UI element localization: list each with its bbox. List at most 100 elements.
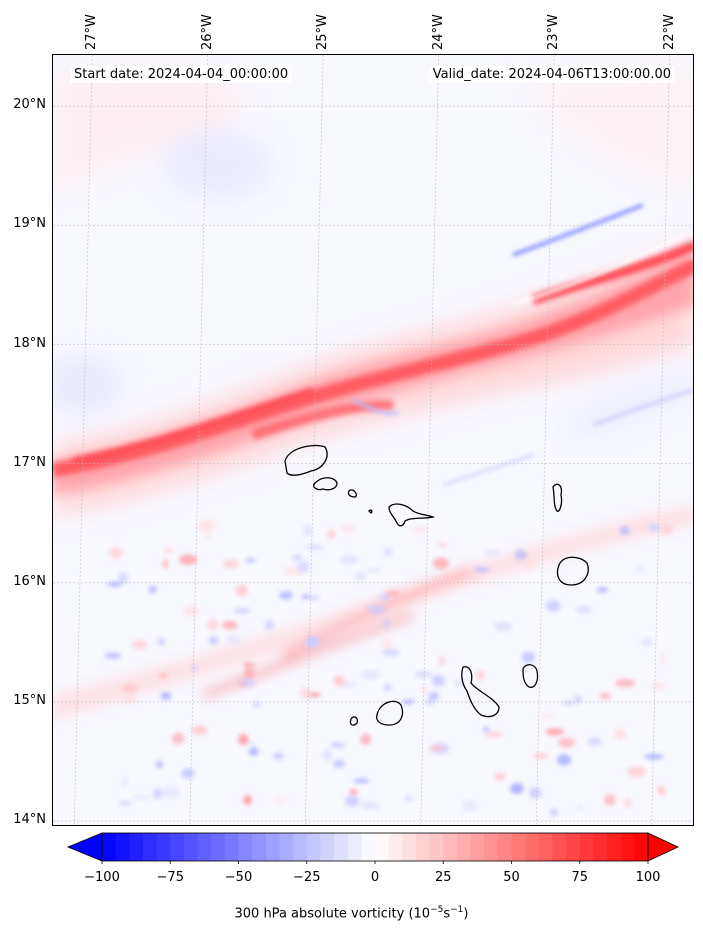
- vorticity-speck: [206, 619, 219, 631]
- start-date-label: Start date: 2024-04-04_00:00:00: [70, 66, 293, 83]
- vorticity-speck: [438, 655, 446, 667]
- vorticity-speck: [233, 608, 251, 614]
- vorticity-speck: [510, 783, 524, 794]
- vorticity-speck: [296, 561, 311, 573]
- colorbar-cell: [429, 833, 444, 861]
- colorbar-ticks: [101, 861, 649, 864]
- vorticity-speck: [167, 666, 179, 672]
- vorticity-speck: [208, 636, 219, 645]
- island-santa-luzia: [347, 489, 357, 498]
- latitude-label: 16°N: [13, 573, 46, 589]
- vorticity-speck: [118, 571, 129, 584]
- colorbar-max-extend: [647, 832, 679, 862]
- vorticity-speck: [123, 695, 136, 703]
- colorbar-cell: [552, 833, 567, 861]
- vorticity-speck: [414, 671, 432, 678]
- colorbar-cell: [224, 833, 239, 861]
- vorticity-speck: [301, 594, 311, 600]
- vorticity-speck: [614, 728, 627, 740]
- vorticity-speck: [428, 745, 444, 752]
- colorbar-cell: [102, 833, 117, 861]
- colorbar-cell: [115, 833, 130, 861]
- island-sao-vicente: [313, 477, 338, 491]
- colorbar-label-mid: s: [443, 906, 451, 922]
- gridlines: [53, 55, 693, 825]
- vorticity-speck: [197, 519, 216, 532]
- vorticity-speck: [121, 683, 138, 694]
- vorticity-speck: [157, 638, 166, 646]
- colorbar-cell: [634, 833, 649, 861]
- vorticity-speck: [659, 653, 666, 665]
- vorticity-speck: [181, 768, 195, 779]
- vorticity-speck: [222, 620, 238, 630]
- vorticity-speck: [603, 794, 616, 806]
- colorbar-cell: [252, 833, 267, 861]
- island-brava: [349, 716, 359, 726]
- vorticity-speck: [575, 694, 582, 704]
- colorbar-cell: [142, 833, 158, 861]
- vorticity-speck: [550, 808, 558, 817]
- longitude-label: 26°W: [199, 14, 215, 50]
- colorbar-cell: [456, 833, 472, 861]
- vorticity-speck: [300, 687, 312, 699]
- longitude-label: 23°W: [546, 14, 562, 50]
- blue-patch-north: [53, 130, 693, 439]
- vorticity-speck: [366, 567, 381, 573]
- vorticity-speck: [624, 797, 632, 808]
- vorticity-speck: [252, 702, 261, 707]
- colorbar-cell: [579, 833, 594, 861]
- vorticity-speck: [382, 618, 391, 629]
- vorticity-speck: [171, 732, 185, 745]
- vorticity-speck: [650, 682, 666, 690]
- vorticity-speck: [575, 605, 592, 614]
- vorticity-speck: [305, 636, 321, 648]
- vorticity-speck: [291, 555, 303, 561]
- vorticity-speck: [366, 604, 386, 615]
- colorbar-cell: [293, 833, 308, 861]
- meridian-line: [304, 55, 324, 825]
- colorbar-tick-label: −75: [156, 870, 184, 885]
- colorbar-label-exp: −5: [430, 905, 444, 915]
- vorticity-speck: [361, 670, 380, 680]
- vorticity-speck: [248, 747, 259, 757]
- colorbar-cell: [375, 833, 390, 861]
- vorticity-speck: [354, 571, 367, 582]
- longitude-label: 27°W: [84, 14, 100, 50]
- colorbar-label-text: 300 hPa absolute vorticity (10: [234, 906, 431, 922]
- vorticity-speck: [244, 668, 254, 680]
- vorticity-speck: [432, 557, 449, 570]
- vorticity-speck: [148, 585, 157, 594]
- vorticity-speck: [385, 548, 392, 556]
- colorbar-cell: [170, 833, 185, 861]
- vorticity-speck: [225, 634, 242, 645]
- colorbar-cell: [183, 833, 199, 861]
- colorbar-cell: [388, 833, 403, 861]
- island-fogo: [375, 700, 404, 726]
- colorbar-cell: [306, 833, 321, 861]
- colorbar-tick-label: 50: [503, 870, 520, 885]
- vorticity-speck: [428, 691, 440, 701]
- vorticity-speck: [353, 778, 370, 784]
- island-santo-antao: [284, 444, 328, 476]
- colorbar-cell: [320, 833, 335, 861]
- meridian-line: [74, 55, 93, 825]
- longitude-label: 25°W: [315, 14, 331, 50]
- vorticity-speck: [360, 801, 379, 810]
- vorticity-speck: [345, 795, 360, 807]
- vorticity-speck: [380, 638, 394, 650]
- vorticity-speck: [360, 733, 372, 745]
- latitude-label: 17°N: [13, 454, 46, 470]
- vorticity-speck: [545, 728, 564, 736]
- vorticity-speck: [402, 699, 414, 705]
- vorticity-speck: [657, 785, 666, 796]
- vorticity-speck: [131, 794, 151, 800]
- island-maio: [522, 664, 539, 688]
- colorbar-cell: [156, 833, 171, 861]
- vorticity-speck: [322, 749, 333, 761]
- vorticity-speck: [333, 675, 345, 687]
- vorticity-speck: [273, 752, 285, 760]
- colorbar-cell: [607, 833, 622, 861]
- vorticity-speck: [191, 725, 208, 735]
- colorbar-tick-label: −25: [293, 870, 321, 885]
- island-sal: [552, 483, 563, 512]
